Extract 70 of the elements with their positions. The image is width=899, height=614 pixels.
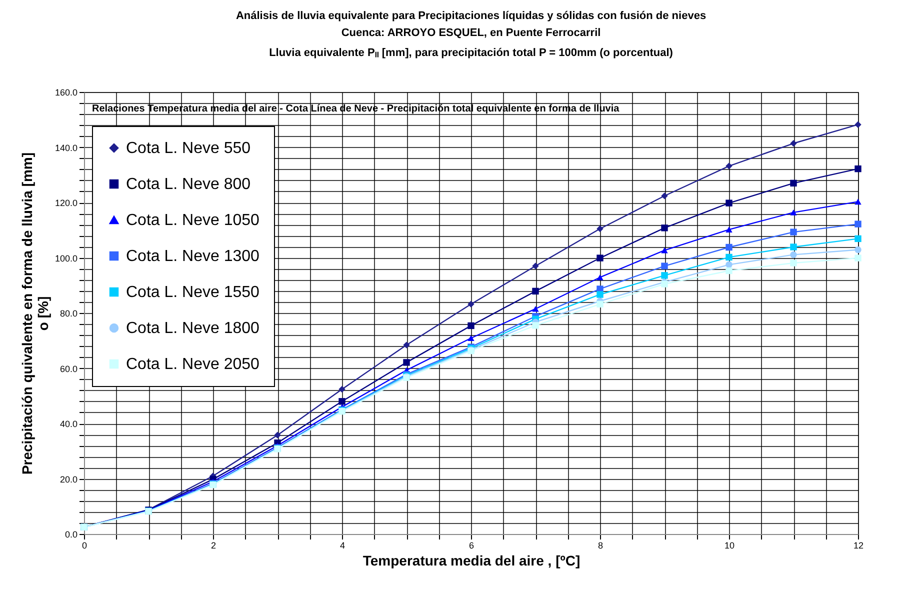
legend-label: Cota L. Neve 1800 — [126, 320, 260, 337]
legend-label: Cota L. Neve 1550 — [126, 284, 260, 301]
point — [596, 274, 604, 280]
point — [790, 140, 797, 147]
point — [468, 300, 474, 308]
point — [338, 398, 346, 405]
point — [403, 359, 410, 366]
y-tick-label: 100.0 — [54, 253, 78, 264]
point — [726, 267, 732, 274]
point — [403, 342, 410, 348]
point — [274, 432, 281, 438]
point — [790, 228, 797, 236]
y-tick-label: 40.0 — [60, 419, 78, 429]
point — [726, 162, 732, 170]
y-tick-label: 60.0 — [60, 364, 78, 374]
chart-title: Análisis de lluvia equivalente para Precipitaciones líquidas y sólidas con fusión de nieves — [236, 10, 706, 22]
point — [854, 235, 862, 242]
legend-label: Cota L. Neve 800 — [126, 176, 251, 193]
point — [726, 200, 732, 206]
x-tick-label: 8 — [598, 540, 604, 550]
x-tick-label: 0 — [82, 540, 88, 550]
point — [854, 254, 862, 262]
y-tick-label: 160.0 — [54, 88, 78, 98]
x-tick-label: 2 — [210, 540, 216, 550]
point — [790, 251, 797, 258]
point — [854, 121, 862, 128]
point — [790, 244, 797, 250]
point — [726, 244, 732, 251]
point — [854, 165, 862, 172]
x-tick-label: 10 — [724, 540, 735, 550]
y-tick-label: 80.0 — [60, 308, 78, 318]
legend-label: Cota L. Neve 2050 — [126, 356, 260, 373]
legend-label: Cota L. Neve 550 — [126, 140, 251, 157]
y-tick-label: 0.0 — [64, 530, 78, 540]
point — [532, 322, 539, 329]
point — [596, 254, 604, 262]
x-tick-label: 4 — [340, 540, 346, 550]
chart-subtitle: Cuenca: ARROYO ESQUEL, en Puente Ferrocarril Lluvia equivalente Pₗₗ [mm], para precipitación total P = 100mm (o porcentual) — [269, 27, 674, 59]
x-tick-label: 12 — [853, 540, 864, 550]
point — [532, 262, 539, 270]
point — [532, 306, 539, 312]
point — [661, 247, 668, 254]
point — [726, 226, 732, 232]
point — [338, 386, 346, 393]
legend-label: Cota L. Neve 1050 — [126, 212, 260, 229]
point — [661, 272, 668, 279]
point — [661, 262, 668, 270]
x-axis-title: Temperatura media del aire , [ºC] — [362, 552, 580, 568]
point — [661, 192, 668, 200]
y-tick-label: 20.0 — [60, 474, 78, 484]
point — [596, 291, 604, 298]
point — [532, 288, 539, 295]
point — [596, 300, 604, 308]
point — [726, 254, 732, 261]
point — [661, 224, 668, 232]
point — [468, 322, 474, 330]
point — [854, 220, 862, 228]
x-tick-label: 6 — [468, 540, 474, 550]
point — [854, 246, 862, 254]
y-tick-label: 140.0 — [54, 142, 78, 153]
point — [790, 260, 797, 266]
point — [854, 198, 862, 205]
point — [726, 261, 732, 268]
y-tick-label: 120.0 — [54, 198, 78, 208]
y-axis-title: Precipitación quivalente en forma de lluvia [mm] o [%] — [18, 152, 51, 475]
point — [596, 225, 604, 232]
legend-label: Cota L. Neve 1300 — [126, 248, 260, 265]
point — [468, 335, 474, 342]
point — [790, 180, 797, 187]
point — [790, 210, 797, 216]
